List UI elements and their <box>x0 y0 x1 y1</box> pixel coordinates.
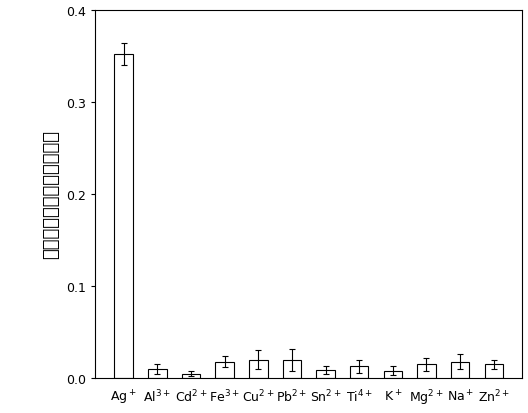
Bar <box>316 370 335 378</box>
Bar <box>148 369 167 378</box>
Bar <box>182 374 200 378</box>
Bar <box>485 364 503 378</box>
Bar <box>417 364 436 378</box>
Bar <box>215 362 234 378</box>
Bar <box>249 360 268 378</box>
Bar <box>282 360 301 378</box>
Bar <box>451 362 469 378</box>
Bar <box>115 55 133 378</box>
Bar <box>350 366 369 378</box>
Bar <box>384 371 402 378</box>
Y-axis label: 荧光强度差値除以原始荧光: 荧光强度差値除以原始荧光 <box>42 130 61 259</box>
